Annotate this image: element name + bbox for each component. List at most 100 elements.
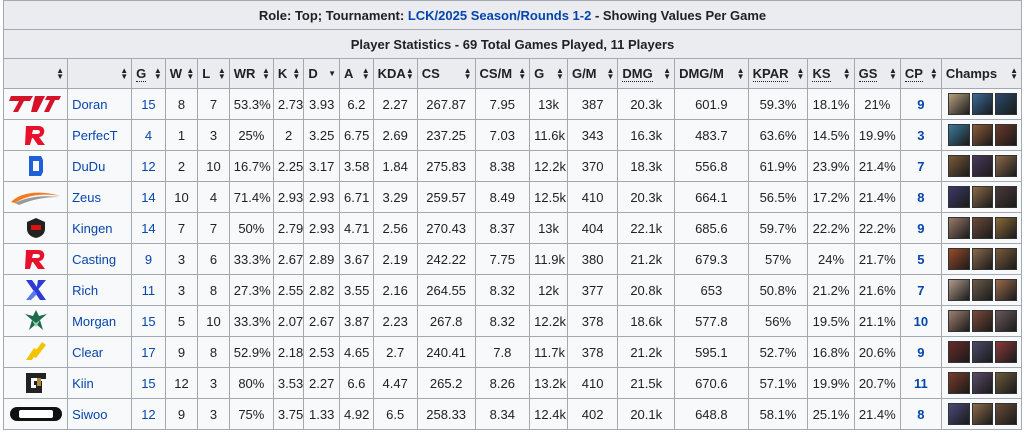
- player-link[interactable]: Siwoo: [72, 406, 108, 422]
- team-logo-icon[interactable]: [25, 217, 47, 239]
- header-kills[interactable]: K ▲ ▼: [272, 58, 305, 89]
- champion-portrait-icon[interactable]: [947, 403, 970, 425]
- champion-portrait-icon[interactable]: [947, 124, 970, 146]
- team-logo-cell[interactable]: [2, 305, 69, 337]
- champion-portrait-icon[interactable]: [947, 186, 970, 208]
- team-logo-cell[interactable]: [2, 88, 69, 120]
- champion-portrait-icon[interactable]: [995, 155, 1018, 177]
- champion-portrait-icon[interactable]: [971, 155, 994, 177]
- player-link[interactable]: Clear: [72, 344, 104, 360]
- champion-portrait-icon[interactable]: [995, 341, 1018, 363]
- header-champions-played[interactable]: CP ▲ ▼: [899, 58, 942, 89]
- games-link[interactable]: 12: [141, 158, 156, 174]
- team-logo-icon[interactable]: [24, 340, 48, 364]
- champion-portrait-icon[interactable]: [971, 217, 994, 239]
- champions-played-link[interactable]: 11: [913, 375, 928, 391]
- header-cs-per-min[interactable]: CS/M ▲ ▼: [474, 58, 531, 89]
- team-logo-cell[interactable]: [2, 398, 69, 430]
- champion-portrait-icon[interactable]: [947, 372, 970, 394]
- team-logo-cell[interactable]: [2, 119, 69, 151]
- team-logo-icon[interactable]: [23, 310, 49, 332]
- header-player[interactable]: ▲ ▼: [67, 58, 133, 89]
- champion-portrait-icon[interactable]: [995, 310, 1018, 332]
- champions-played-link[interactable]: 8: [917, 406, 925, 422]
- champion-portrait-icon[interactable]: [947, 93, 970, 115]
- header-cs[interactable]: CS ▲ ▼: [416, 58, 476, 89]
- header-deaths[interactable]: D ▼: [303, 58, 341, 89]
- champions-played-link[interactable]: 8: [917, 189, 925, 205]
- header-losses[interactable]: L ▲ ▼: [197, 58, 230, 89]
- champion-portrait-icon[interactable]: [971, 372, 994, 394]
- player-link[interactable]: Morgan: [72, 313, 117, 329]
- champion-portrait-icon[interactable]: [995, 124, 1018, 146]
- champions-played-link[interactable]: 5: [917, 251, 925, 267]
- team-logo-icon[interactable]: [9, 404, 63, 424]
- player-link[interactable]: Casting: [72, 251, 117, 267]
- games-link[interactable]: 17: [141, 344, 156, 360]
- team-logo-cell[interactable]: [2, 336, 69, 368]
- champion-portrait-icon[interactable]: [971, 310, 994, 332]
- champion-portrait-icon[interactable]: [971, 186, 994, 208]
- player-link[interactable]: DuDu: [72, 158, 106, 174]
- team-logo-icon[interactable]: [24, 248, 48, 270]
- champion-portrait-icon[interactable]: [995, 279, 1018, 301]
- header-gold-share[interactable]: GS ▲ ▼: [853, 58, 901, 89]
- champion-portrait-icon[interactable]: [995, 403, 1018, 425]
- champion-portrait-icon[interactable]: [947, 155, 970, 177]
- champions-played-link[interactable]: 9: [917, 220, 925, 236]
- games-link[interactable]: 4: [144, 127, 153, 143]
- team-logo-icon[interactable]: [24, 278, 48, 302]
- champion-portrait-icon[interactable]: [971, 403, 994, 425]
- header-gold[interactable]: G ▲ ▼: [529, 58, 568, 89]
- champion-portrait-icon[interactable]: [947, 310, 970, 332]
- team-logo-cell[interactable]: [2, 367, 69, 399]
- champions-played-link[interactable]: 9: [917, 96, 925, 112]
- champions-played-link[interactable]: 3: [917, 127, 925, 143]
- header-team[interactable]: ▲ ▼: [2, 58, 69, 89]
- games-link[interactable]: 11: [141, 282, 156, 298]
- champion-portrait-icon[interactable]: [995, 93, 1018, 115]
- champion-portrait-icon[interactable]: [947, 279, 970, 301]
- team-logo-icon[interactable]: [8, 94, 63, 114]
- header-champs[interactable]: Champs ▲ ▼: [940, 58, 1023, 89]
- champion-portrait-icon[interactable]: [995, 248, 1018, 270]
- champion-portrait-icon[interactable]: [995, 217, 1018, 239]
- champions-played-link[interactable]: 10: [913, 313, 929, 329]
- games-link[interactable]: 15: [141, 375, 156, 391]
- games-link[interactable]: 14: [141, 189, 156, 205]
- header-assists[interactable]: A ▲ ▼: [339, 58, 374, 89]
- team-logo-cell[interactable]: [2, 274, 69, 306]
- header-damage-per-min[interactable]: DMG/M ▲ ▼: [674, 58, 749, 89]
- header-winrate[interactable]: WR ▲ ▼: [228, 58, 274, 89]
- champion-portrait-icon[interactable]: [947, 248, 970, 270]
- champion-portrait-icon[interactable]: [947, 341, 970, 363]
- team-logo-cell[interactable]: [2, 212, 69, 244]
- champion-portrait-icon[interactable]: [971, 279, 994, 301]
- header-wins[interactable]: W ▲ ▼: [164, 58, 199, 89]
- champion-portrait-icon[interactable]: [995, 186, 1018, 208]
- champion-portrait-icon[interactable]: [995, 372, 1018, 394]
- player-link[interactable]: Kiin: [72, 375, 94, 391]
- games-link[interactable]: 15: [141, 313, 156, 329]
- team-logo-cell[interactable]: [2, 181, 69, 213]
- champion-portrait-icon[interactable]: [971, 248, 994, 270]
- header-kill-participation[interactable]: KPAR ▲ ▼: [747, 58, 809, 89]
- team-logo-cell[interactable]: [2, 243, 69, 275]
- games-link[interactable]: 9: [144, 251, 153, 267]
- games-link[interactable]: 12: [141, 406, 156, 422]
- champions-played-link[interactable]: 7: [917, 158, 925, 174]
- header-games[interactable]: G ▲ ▼: [131, 58, 166, 89]
- player-link[interactable]: PerfecT: [72, 127, 118, 143]
- header-gold-per-min[interactable]: G/M ▲ ▼: [566, 58, 619, 89]
- player-link[interactable]: Zeus: [72, 189, 101, 205]
- champions-played-link[interactable]: 7: [917, 282, 925, 298]
- header-kda[interactable]: KDA ▲ ▼: [372, 58, 418, 89]
- header-damage[interactable]: DMG ▲ ▼: [617, 58, 676, 89]
- team-logo-icon[interactable]: [24, 124, 48, 146]
- champion-portrait-icon[interactable]: [971, 124, 994, 146]
- header-kill-share[interactable]: KS ▲ ▼: [807, 58, 855, 89]
- player-link[interactable]: Doran: [72, 96, 108, 112]
- team-logo-icon[interactable]: [24, 371, 48, 395]
- team-logo-icon[interactable]: [9, 188, 63, 206]
- tournament-link[interactable]: LCK/2025 Season/Rounds 1-2: [407, 7, 592, 23]
